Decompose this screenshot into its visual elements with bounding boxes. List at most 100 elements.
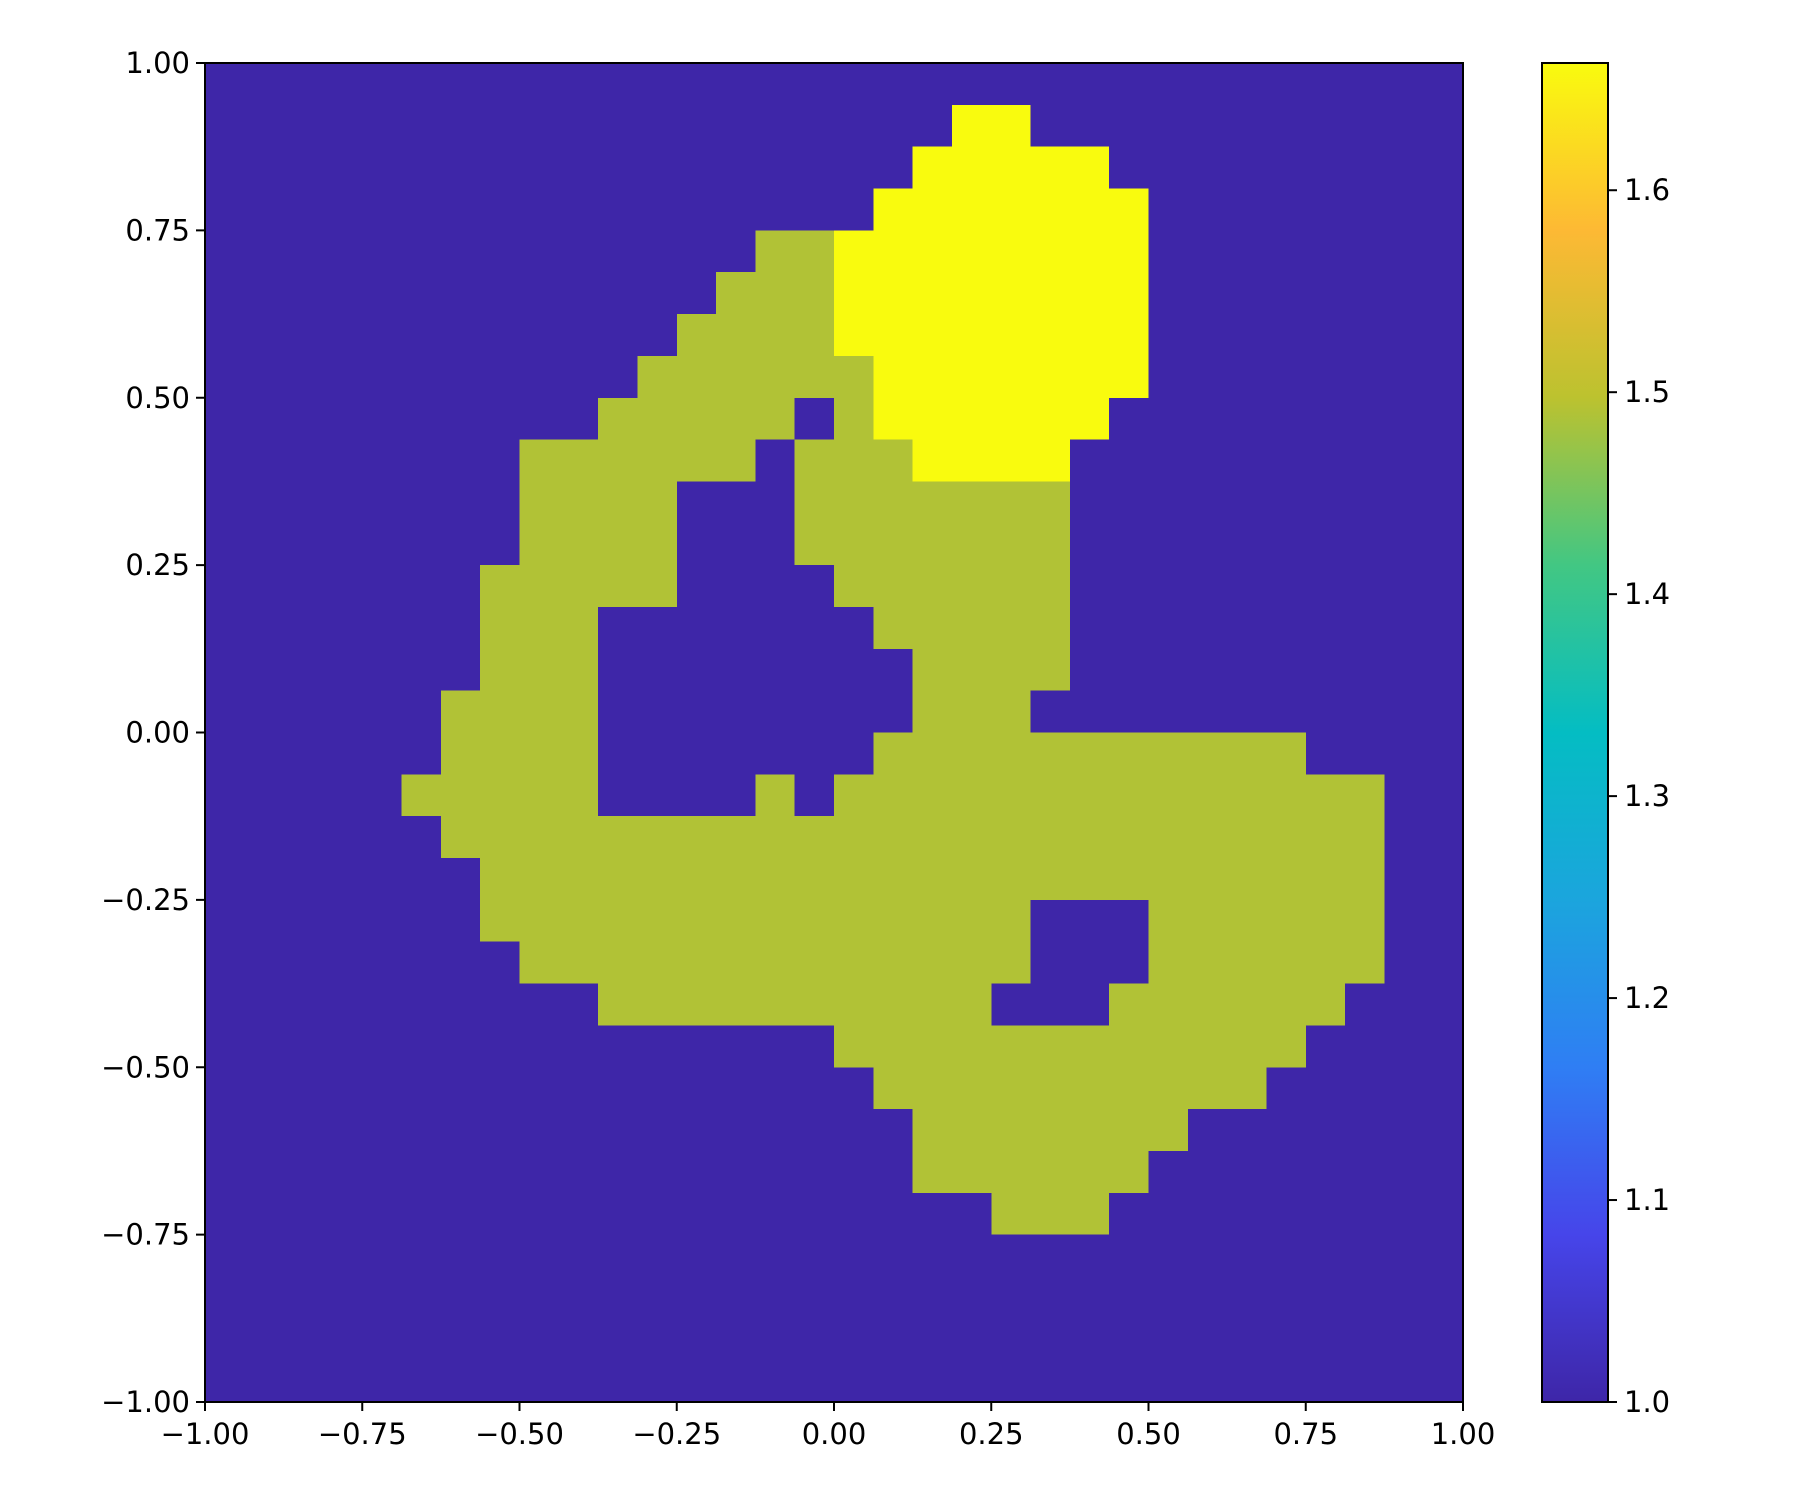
heatmap-cell (519, 1276, 560, 1319)
heatmap-cell (1227, 439, 1268, 483)
heatmap-cell (676, 272, 717, 315)
heatmap-cell (322, 230, 363, 273)
heatmap-cell (716, 732, 756, 775)
heatmap-cell (1305, 63, 1346, 106)
heatmap-cell (676, 104, 717, 148)
heatmap-cell (991, 1276, 1032, 1319)
heatmap-cell (637, 941, 678, 985)
heatmap-cell (244, 732, 285, 775)
heatmap-cell (676, 1276, 717, 1319)
heatmap-cell (912, 146, 953, 190)
heatmap-cell (558, 1318, 599, 1361)
heatmap-cell (755, 355, 796, 399)
heatmap-cell (834, 188, 874, 231)
heatmap-cell (716, 523, 756, 566)
heatmap-cell (558, 1276, 599, 1319)
heatmap-cell (362, 899, 403, 943)
heatmap-cell (1030, 439, 1071, 483)
heatmap-cell (1345, 1109, 1385, 1152)
heatmap-cell (244, 690, 285, 734)
heatmap-cell (1109, 1192, 1150, 1236)
heatmap-cell (637, 1192, 678, 1236)
heatmap-cell (755, 565, 796, 608)
heatmap-cell (716, 355, 756, 399)
heatmap-cell (244, 648, 285, 692)
heatmap-cell (1305, 481, 1346, 524)
heatmap-cell (1266, 941, 1307, 985)
heatmap-cell (873, 104, 914, 148)
heatmap-cell (912, 1360, 953, 1403)
heatmap-cell (1384, 732, 1425, 775)
heatmap-cell (1423, 1318, 1464, 1361)
heatmap-cell (283, 816, 324, 859)
heatmap-cell (401, 1360, 442, 1403)
heatmap-cell (1148, 1360, 1189, 1403)
heatmap-cell (1069, 648, 1110, 692)
heatmap-cell (716, 1234, 756, 1278)
heatmap-cell (440, 146, 481, 190)
heatmap-cell (519, 1234, 560, 1278)
heatmap-cell (558, 648, 599, 692)
heatmap-cell (794, 899, 835, 943)
heatmap-cell (873, 732, 914, 775)
heatmap-cell (401, 272, 442, 315)
heatmap-cell (1030, 774, 1071, 817)
heatmap-cell (283, 941, 324, 985)
heatmap-cell (1266, 1234, 1307, 1278)
heatmap-cell (637, 1025, 678, 1068)
heatmap-cell (834, 648, 874, 692)
heatmap-cell (362, 1276, 403, 1319)
heatmap-cell (1030, 188, 1071, 231)
heatmap-cell (1305, 355, 1346, 399)
heatmap-cell (637, 314, 678, 357)
heatmap-cell (873, 355, 914, 399)
heatmap-cell (519, 1192, 560, 1236)
heatmap-cell (991, 941, 1032, 985)
heatmap-cell (951, 565, 992, 608)
heatmap-cell (1030, 1150, 1071, 1194)
heatmap-cell (676, 858, 717, 901)
heatmap-cell (598, 690, 639, 734)
heatmap-cell (951, 1234, 992, 1278)
colorbar-tick-label: 1.1 (1624, 1183, 1670, 1217)
x-tick-label: 0.50 (1116, 1417, 1181, 1451)
heatmap-cell (519, 104, 560, 148)
heatmap-cell (951, 858, 992, 901)
heatmap-cell (322, 146, 363, 190)
heatmap-cell (1423, 1067, 1464, 1110)
heatmap-cell (1187, 565, 1228, 608)
heatmap-cell (480, 858, 521, 901)
heatmap-cell (1384, 983, 1425, 1027)
heatmap-cell (1384, 899, 1425, 943)
heatmap-cell (519, 1318, 560, 1361)
heatmap-cell (519, 941, 560, 985)
heatmap-cell (322, 816, 363, 859)
heatmap-cell (283, 481, 324, 524)
heatmap-cell (873, 481, 914, 524)
y-tick-label: 1.00 (125, 46, 190, 80)
heatmap-cell (244, 1067, 285, 1110)
heatmap-cell (1187, 816, 1228, 859)
heatmap-cell (362, 1234, 403, 1278)
heatmap-cell (1266, 523, 1307, 566)
heatmap-cell (755, 314, 796, 357)
heatmap-cell (1030, 230, 1071, 273)
heatmap-cell (362, 314, 403, 357)
heatmap-cell (362, 1360, 403, 1403)
heatmap-cell (834, 355, 874, 399)
heatmap-cell (873, 1192, 914, 1236)
heatmap-cell (951, 816, 992, 859)
heatmap-cell (519, 481, 560, 524)
heatmap-cell (322, 481, 363, 524)
heatmap-cell (480, 104, 521, 148)
heatmap-cell (716, 565, 756, 608)
heatmap-cell (676, 606, 717, 650)
heatmap-cell (598, 146, 639, 190)
heatmap-cell (1187, 272, 1228, 315)
heatmap-cell (1227, 732, 1268, 775)
heatmap-cell (1109, 858, 1150, 901)
heatmap-cell (244, 1234, 285, 1278)
heatmap-cell (480, 272, 521, 315)
heatmap-cell (1187, 481, 1228, 524)
heatmap-cell (991, 355, 1032, 399)
